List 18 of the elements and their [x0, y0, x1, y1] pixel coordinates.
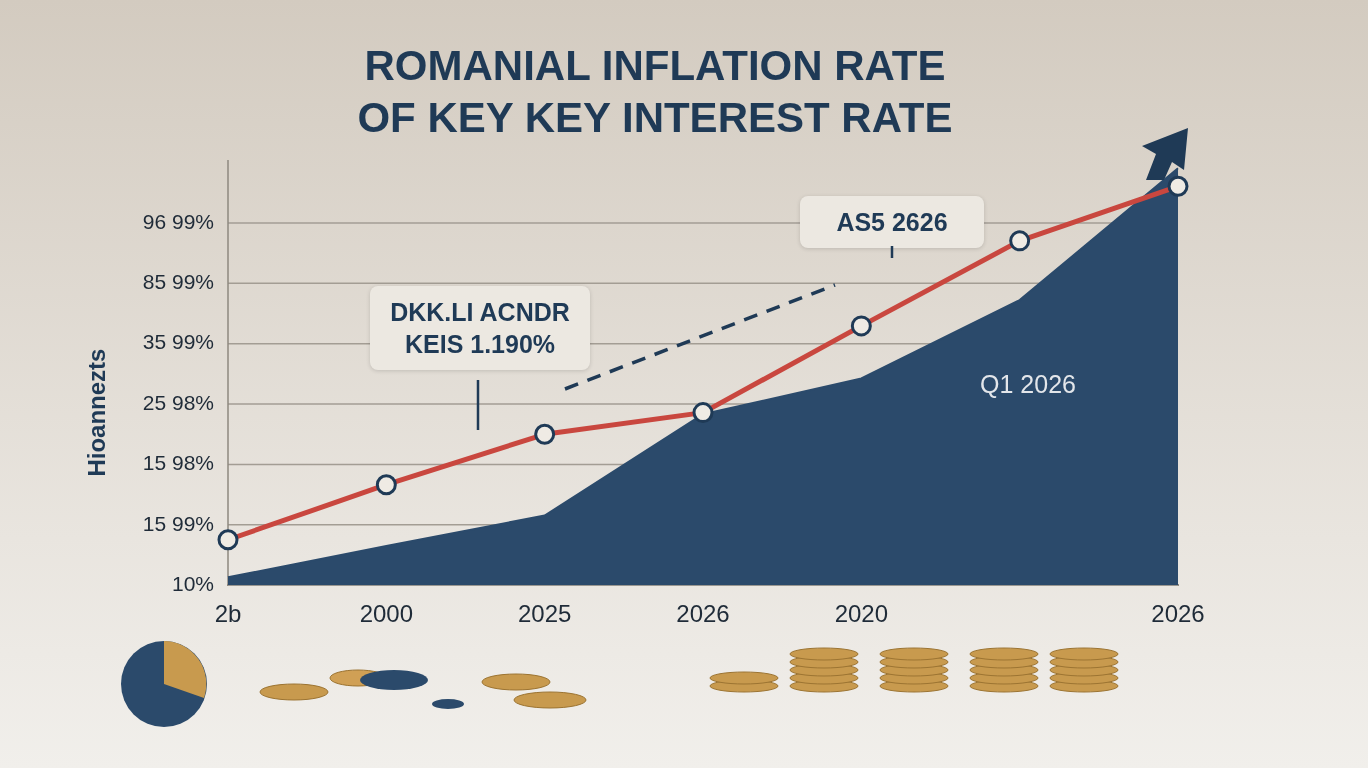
x-tick-label: 2020	[834, 600, 889, 628]
x-tick-label: 2025	[517, 600, 572, 628]
x-tick-label: 2026	[1151, 600, 1205, 628]
text: 15 99%	[142, 511, 214, 535]
text: 96 99%	[142, 209, 214, 233]
text: 10%	[171, 572, 214, 595]
x-tick-label: 2026	[676, 600, 730, 628]
text: 25 98%	[142, 390, 214, 414]
chart-title: ROMANIAL INFLATION RATE OF KEY KEY INTEREST RATE	[356, 41, 954, 143]
annotation: Q1 2026	[979, 369, 1077, 400]
text: 35 99%	[142, 330, 214, 354]
annotation: AS5 2626	[800, 196, 984, 248]
y-axis-title: Hioannezts	[82, 348, 110, 477]
text: 15 98%	[142, 451, 214, 475]
x-tick-label: 2b	[214, 600, 242, 628]
x-tick-label: 2000	[359, 600, 414, 628]
annotation: DKK.LI ACNDR KEIS 1.190%	[370, 286, 590, 370]
text: 85 99%	[142, 270, 214, 294]
